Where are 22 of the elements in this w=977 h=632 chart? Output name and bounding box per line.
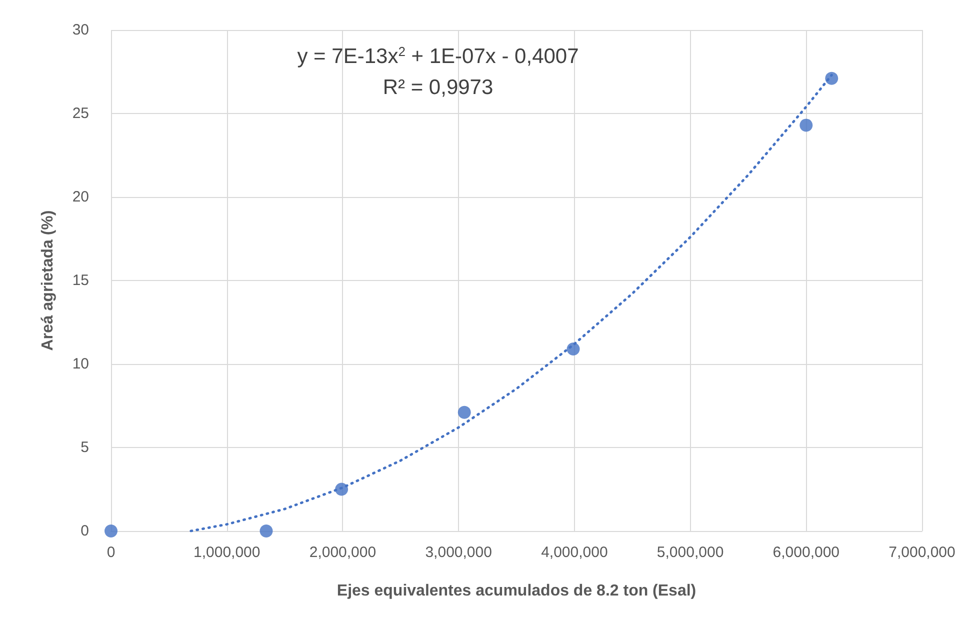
x-tick-label: 5,000,000 bbox=[656, 544, 724, 561]
x-tick-label: 6,000,000 bbox=[772, 544, 840, 561]
point bbox=[800, 118, 813, 132]
y-tick-label: 10 bbox=[72, 356, 89, 372]
y-tick-label: 0 bbox=[80, 522, 89, 540]
point bbox=[104, 524, 118, 538]
x-tick-label: 0 bbox=[106, 544, 116, 561]
x-tick-label: 3,000,000 bbox=[425, 544, 492, 561]
point bbox=[458, 406, 471, 419]
x-axis-title: Ejes equivalentes acumulados de 8.2 ton (Esal) bbox=[336, 582, 696, 600]
x-tick-label: 1,000,000 bbox=[193, 544, 260, 561]
y-tick-label: 30 bbox=[72, 22, 89, 38]
x-tick-label: 4,000,000 bbox=[541, 544, 608, 561]
y-tick-label: 25 bbox=[72, 105, 89, 122]
y-tick-label: 5 bbox=[80, 439, 89, 456]
x-tick-label: 2,000,000 bbox=[309, 544, 376, 561]
annotation: R² = 0,9973 bbox=[382, 76, 494, 99]
y-axis-title: Areá agrietada (%) bbox=[40, 210, 56, 351]
y-tick-label: 15 bbox=[72, 272, 89, 289]
y-tick-label: 20 bbox=[72, 188, 89, 206]
point bbox=[260, 524, 273, 538]
x-tick-label: 7,000,000 bbox=[888, 544, 956, 561]
